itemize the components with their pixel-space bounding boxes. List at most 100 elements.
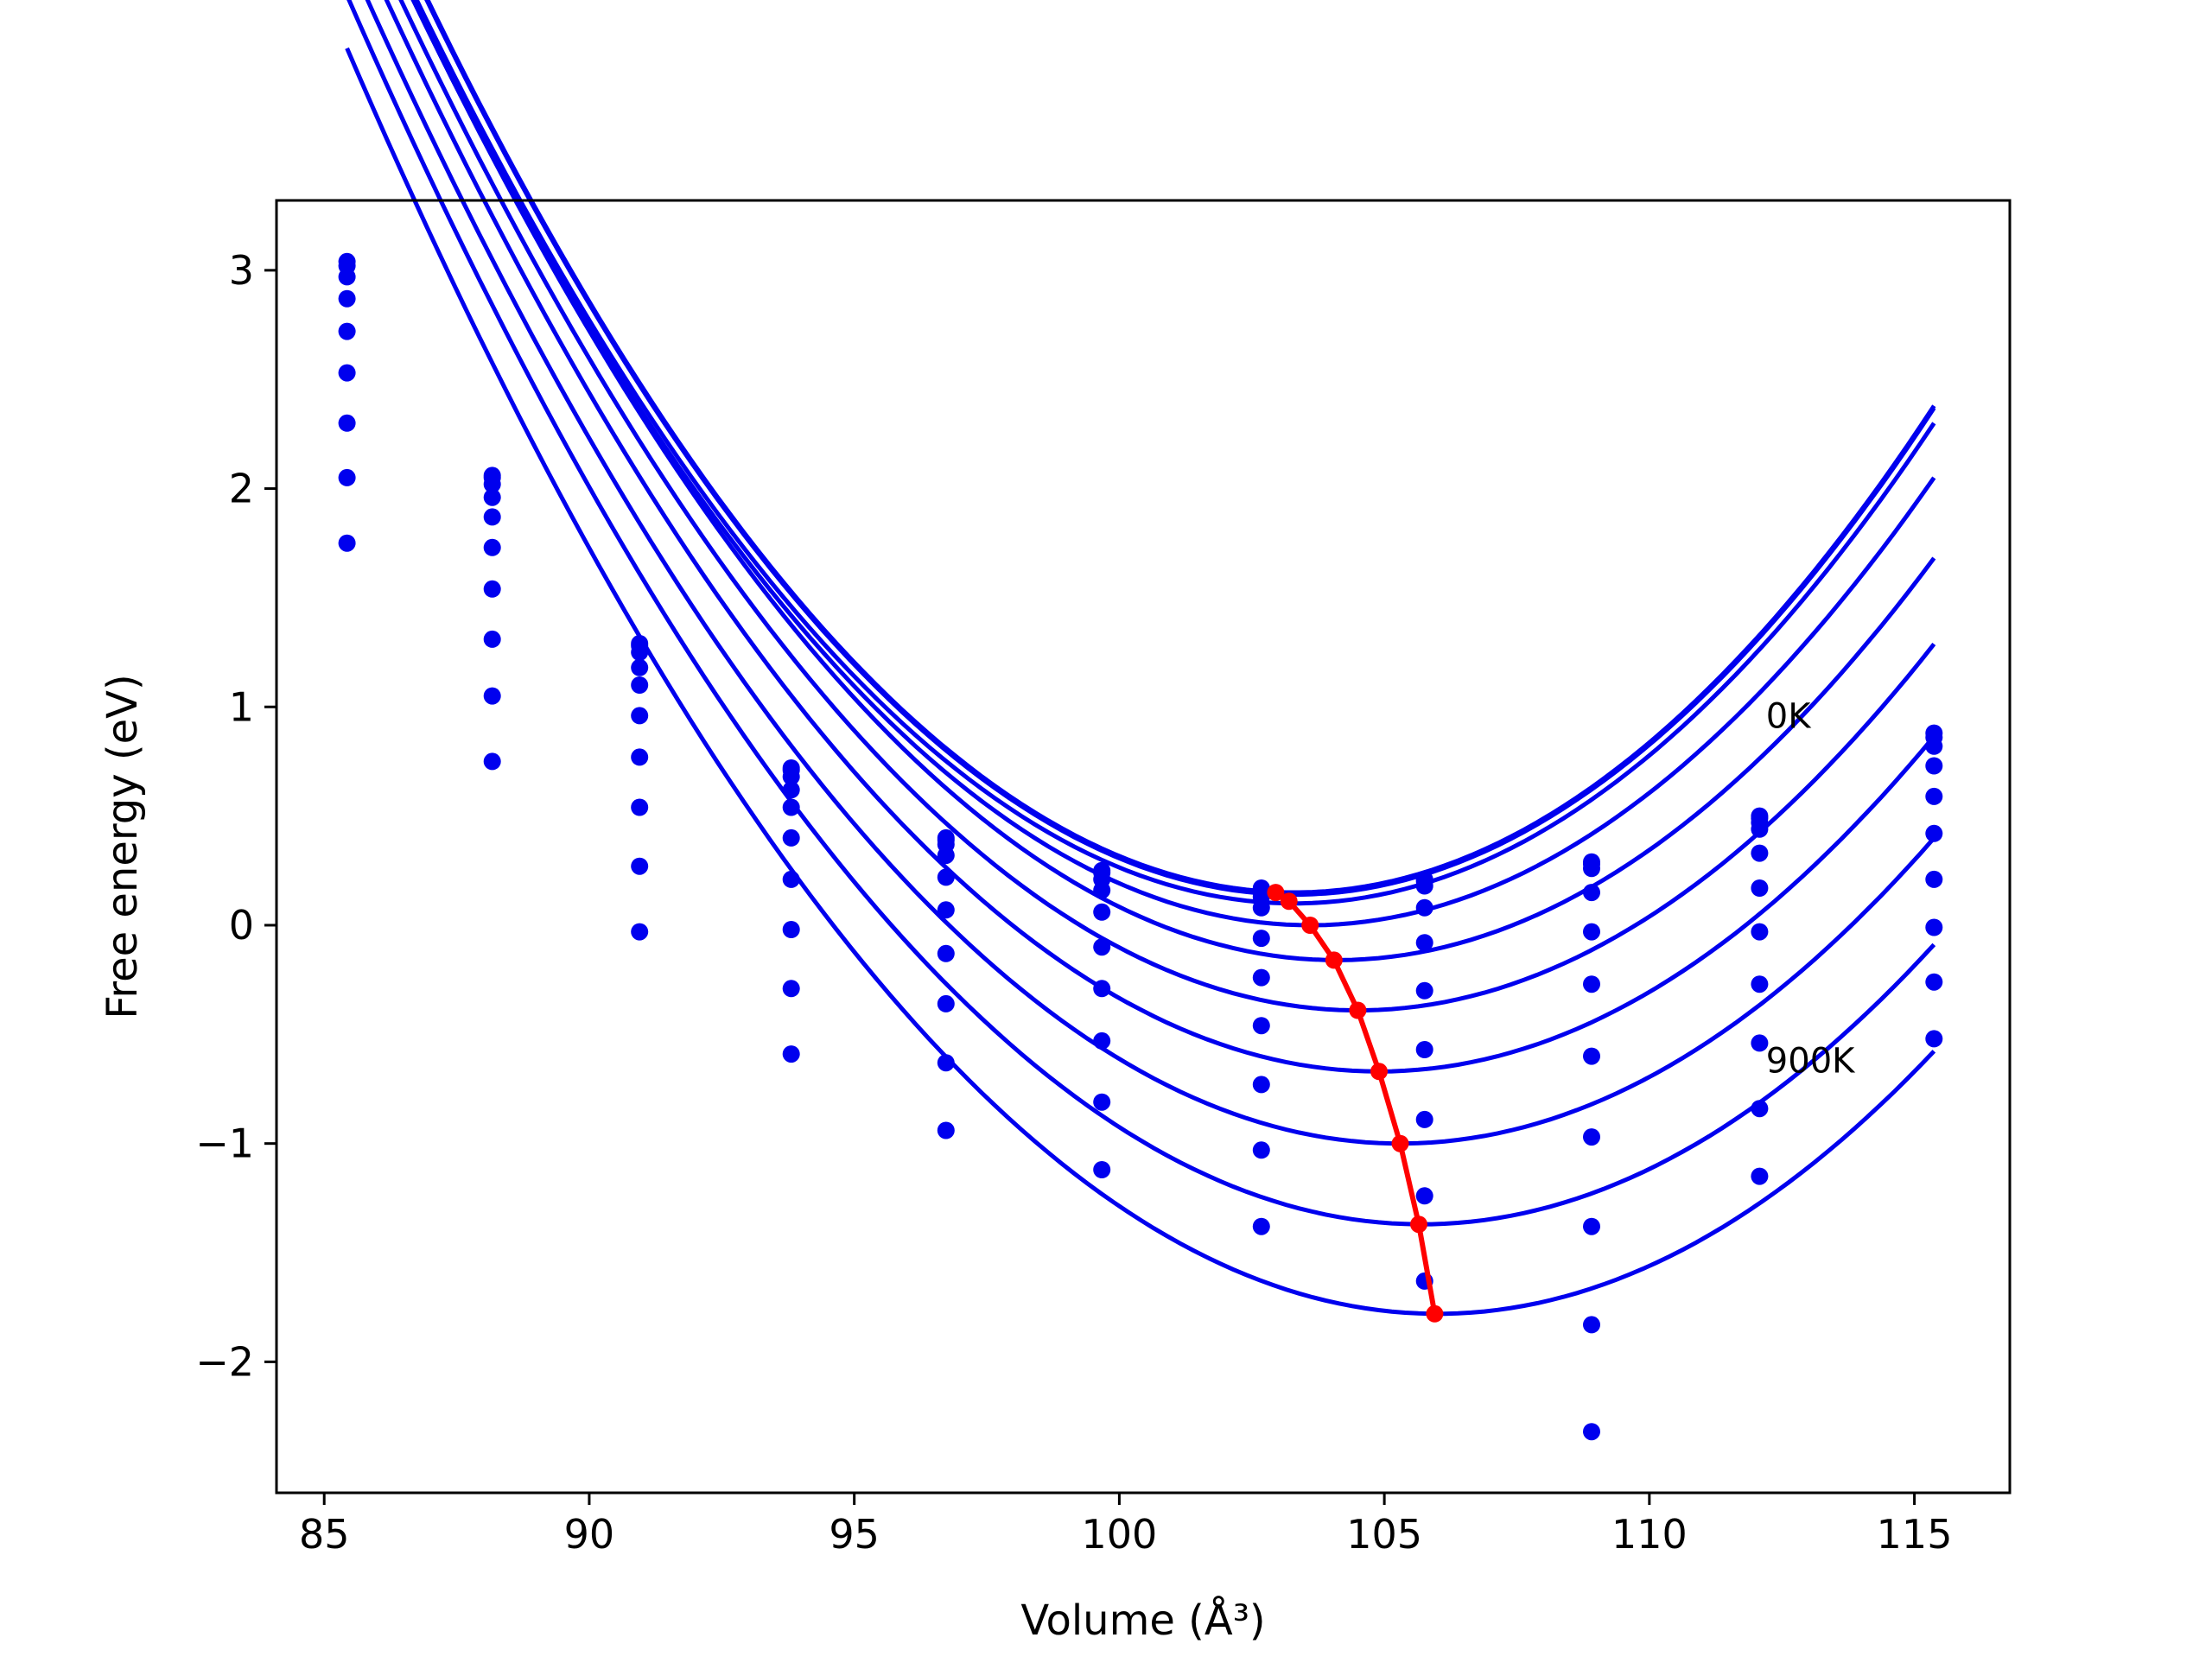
fit-curve xyxy=(424,0,1936,898)
data-point xyxy=(1751,1034,1769,1052)
data-point xyxy=(1252,1217,1270,1235)
data-point xyxy=(338,468,356,486)
data-point xyxy=(1751,820,1769,838)
data-point xyxy=(1583,1217,1600,1235)
minimum-point xyxy=(1349,1001,1367,1019)
data-point xyxy=(1751,923,1769,941)
fit-curve xyxy=(365,0,1936,1146)
data-point xyxy=(1093,1031,1111,1050)
minimum-path xyxy=(1267,884,1444,1323)
data-point xyxy=(937,944,955,962)
data-point xyxy=(1925,824,1943,842)
data-point xyxy=(1751,879,1769,897)
minimum-point xyxy=(1325,951,1343,969)
data-point xyxy=(782,980,800,998)
data-point xyxy=(1751,844,1769,862)
data-point xyxy=(1093,980,1111,998)
data-point xyxy=(1093,938,1111,956)
y-tick-label: 2 xyxy=(229,466,254,512)
data-point xyxy=(1252,898,1270,917)
temperature-annotation: 900K xyxy=(1766,1042,1856,1082)
data-point xyxy=(631,707,649,725)
minimum-point xyxy=(1391,1134,1409,1152)
data-point xyxy=(782,781,800,799)
data-point xyxy=(782,828,800,847)
data-point xyxy=(1583,1128,1600,1146)
data-point xyxy=(1415,934,1433,952)
data-point xyxy=(338,322,356,340)
data-point xyxy=(1925,918,1943,936)
data-point xyxy=(1415,1187,1433,1205)
data-point xyxy=(1751,1100,1769,1118)
y-tick-label: −2 xyxy=(195,1338,254,1385)
x-axis-label: Volume (Å³) xyxy=(1020,1596,1265,1645)
minimum-point xyxy=(1410,1216,1427,1234)
data-point xyxy=(631,798,649,816)
x-tick-label: 105 xyxy=(1346,1511,1422,1558)
data-point xyxy=(483,687,501,705)
minimum-point xyxy=(1301,917,1319,934)
data-point xyxy=(1925,787,1943,805)
data-point xyxy=(1252,1141,1270,1159)
y-tick-label: 3 xyxy=(229,247,254,294)
temperature-annotation: 0K xyxy=(1766,696,1812,736)
data-point xyxy=(483,630,501,648)
data-point xyxy=(1415,1041,1433,1058)
data-point xyxy=(338,534,356,552)
x-tick-label: 100 xyxy=(1081,1511,1157,1558)
data-point xyxy=(1093,1093,1111,1111)
data-point xyxy=(1252,930,1270,948)
data-point xyxy=(937,994,955,1012)
data-points xyxy=(338,252,1943,1441)
fit-curve xyxy=(410,0,1936,962)
data-point xyxy=(1415,1110,1433,1128)
data-point xyxy=(483,580,501,598)
data-point xyxy=(1583,923,1600,941)
data-point xyxy=(483,508,501,526)
minimum-point xyxy=(1426,1304,1444,1323)
x-tick-label: 95 xyxy=(829,1511,880,1558)
data-point xyxy=(1583,884,1600,902)
data-point xyxy=(1925,973,1943,991)
data-point xyxy=(782,921,800,938)
y-axis-label: Free energy (eV) xyxy=(99,674,147,1019)
data-point xyxy=(1093,1161,1111,1178)
data-point xyxy=(937,868,955,886)
y-tick-label: 0 xyxy=(229,902,254,949)
data-point xyxy=(1093,903,1111,921)
x-tick-label: 85 xyxy=(299,1511,350,1558)
annotations: 0K 900K xyxy=(1766,696,1856,1081)
data-point xyxy=(1583,975,1600,993)
data-point xyxy=(1583,1316,1600,1334)
y-tick-label: −1 xyxy=(195,1120,254,1167)
data-point xyxy=(338,289,356,308)
y-tick-label: 1 xyxy=(229,683,254,730)
x-tick-label: 110 xyxy=(1611,1511,1688,1558)
data-point xyxy=(631,748,649,766)
minimum-point xyxy=(1280,892,1298,911)
plot-area-frame xyxy=(275,199,2012,1495)
fit-curve xyxy=(346,0,1936,1227)
data-point xyxy=(1925,737,1943,755)
data-point xyxy=(1751,1167,1769,1185)
data-point xyxy=(937,901,955,919)
data-point xyxy=(1925,757,1943,775)
data-point xyxy=(483,538,501,556)
data-point xyxy=(631,676,649,694)
fit-curve xyxy=(345,47,1936,1317)
data-point xyxy=(631,644,649,662)
data-point xyxy=(782,870,800,888)
data-point xyxy=(1925,870,1943,888)
data-point xyxy=(631,857,649,875)
x-tick-label: 115 xyxy=(1877,1511,1953,1558)
data-point xyxy=(1252,1076,1270,1094)
fit-curve xyxy=(398,0,1936,1012)
minimum-point xyxy=(1370,1063,1388,1081)
fit-curve xyxy=(414,0,1936,906)
data-point xyxy=(782,768,800,786)
fit-curve xyxy=(384,0,1936,1074)
data-point xyxy=(631,923,649,941)
data-point xyxy=(338,268,356,286)
data-point xyxy=(1415,981,1433,1000)
